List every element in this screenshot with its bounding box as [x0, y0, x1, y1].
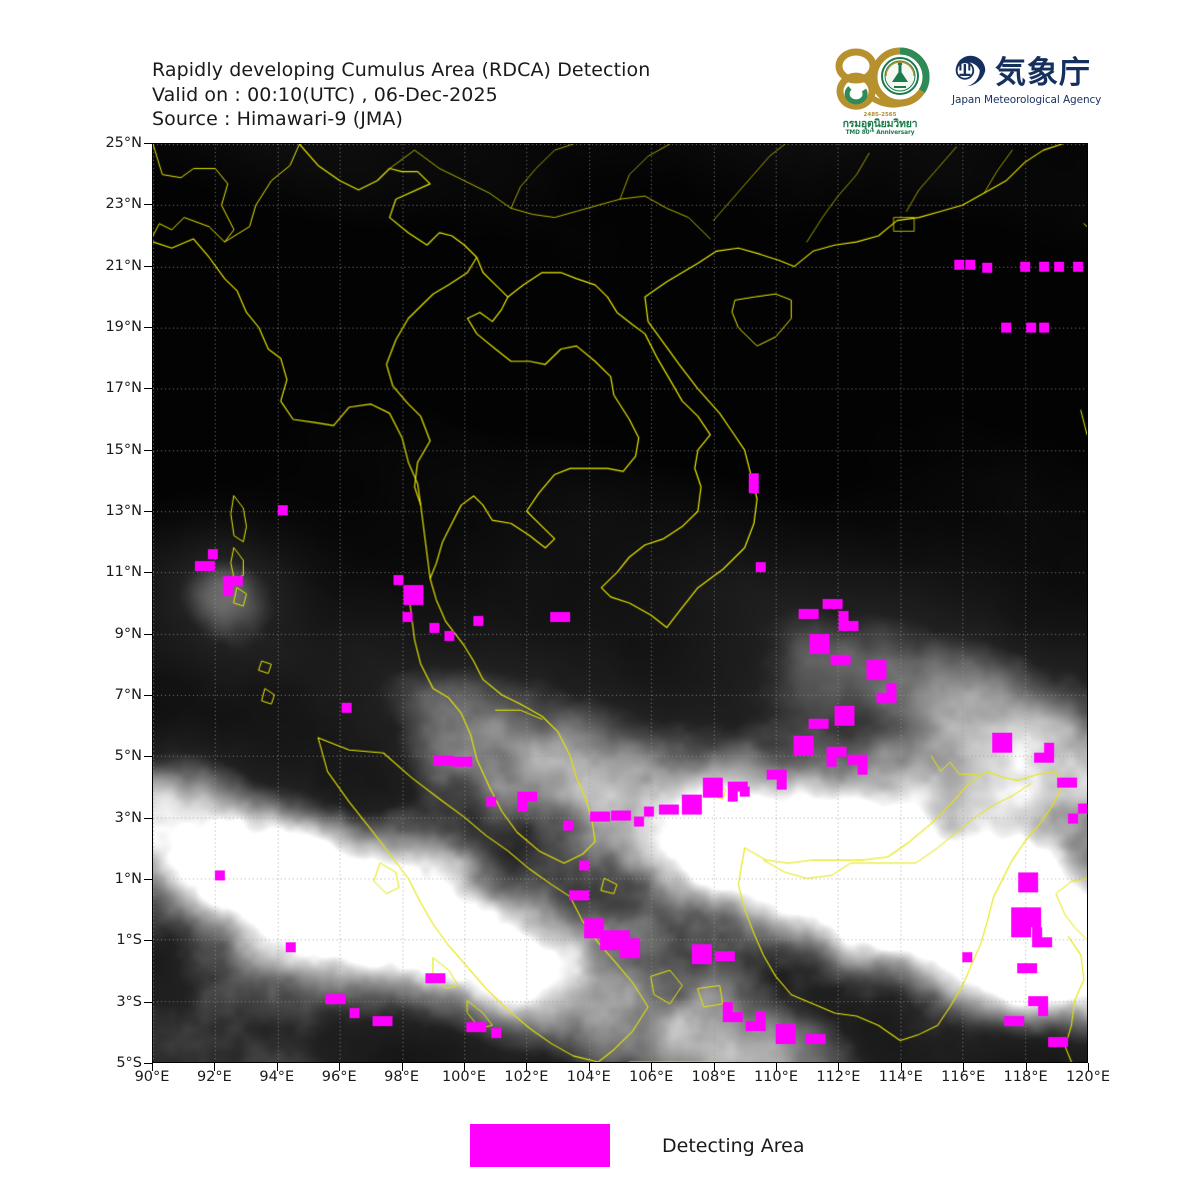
- x-axis-tick-label: 90°E: [134, 1069, 170, 1085]
- y-axis-tick-label: 1°N: [114, 871, 142, 887]
- y-axis-tick-label: 9°N: [114, 625, 142, 642]
- y-axis-tick-mark: [144, 940, 152, 942]
- x-axis-tick-mark: [1088, 1063, 1089, 1071]
- x-axis-tick-label: 98°E: [384, 1069, 420, 1085]
- jma-kanji-label: 気象庁: [995, 54, 1091, 91]
- x-axis-tick-label: 102°E: [504, 1069, 549, 1085]
- x-axis-tick-label: 104°E: [566, 1069, 611, 1085]
- x-axis-tick-label: 120°E: [1065, 1069, 1111, 1085]
- x-axis-tick-label: 112°E: [816, 1069, 861, 1085]
- y-axis-tick-mark: [144, 511, 152, 512]
- x-axis-tick-mark: [152, 1063, 153, 1071]
- x-axis-tick-label: 94°E: [259, 1069, 295, 1085]
- x-axis-tick-mark: [339, 1063, 341, 1071]
- header-text-block: Rapidly developing Cumulus Area (RDCA) D…: [152, 58, 792, 132]
- source-label: Source : Himawari-9 (JMA): [152, 108, 404, 130]
- y-axis-tick-mark: [144, 879, 152, 880]
- y-axis-tick-mark: [144, 633, 152, 635]
- y-axis-tick-label: 1°S: [116, 932, 142, 949]
- y-axis-tick-label: 21°N: [105, 257, 142, 274]
- y-axis-tick-label: 15°N: [105, 441, 142, 458]
- y-axis-tick-mark: [144, 265, 152, 267]
- y-axis-tick-label: 11°N: [105, 564, 142, 581]
- x-axis-tick-label: 92°E: [196, 1069, 232, 1085]
- x-axis-tick-label: 108°E: [691, 1069, 736, 1085]
- satellite-map-plot[interactable]: [152, 143, 1088, 1063]
- jma-emblem-icon: [952, 52, 989, 93]
- jma-logo-row: 気象庁: [952, 52, 1102, 93]
- y-axis-tick-mark: [144, 449, 152, 451]
- x-axis-tick-mark: [276, 1063, 278, 1071]
- y-axis-tick-mark: [144, 1001, 152, 1003]
- legend-color-swatch-detecting-area: [470, 1124, 610, 1167]
- legend: Detecting Area: [470, 1124, 805, 1167]
- page-title: Rapidly developing Cumulus Area (RDCA) D…: [152, 59, 651, 81]
- tmd-anniversary-label: TMD 80ᵗʰ Anniversary: [845, 130, 915, 136]
- x-axis-tick-mark: [776, 1063, 777, 1071]
- x-axis-tick-label: 114°E: [878, 1069, 923, 1085]
- tmd-80-emblem-icon: [824, 46, 936, 112]
- x-axis-tick-mark: [401, 1063, 403, 1071]
- y-axis-tick-mark: [144, 572, 152, 574]
- x-axis-tick-mark: [713, 1063, 715, 1071]
- y-axis-tick-mark: [144, 204, 152, 206]
- legend-label-detecting-area: Detecting Area: [662, 1134, 805, 1157]
- tmd-thai-name-label: กรมอุตุนิยมวิทยา: [842, 118, 918, 130]
- x-axis-tick-mark: [900, 1063, 902, 1071]
- y-axis-tick-mark: [144, 327, 152, 328]
- x-axis-tick-mark: [838, 1063, 840, 1071]
- y-axis-tick-label: 5°N: [114, 748, 142, 765]
- x-axis-tick-mark: [651, 1063, 653, 1071]
- y-axis-tick-mark: [144, 817, 152, 819]
- y-axis-tick-mark: [144, 1063, 152, 1064]
- x-axis-tick-label: 118°E: [1003, 1069, 1048, 1085]
- x-axis-tick-label: 116°E: [941, 1069, 986, 1085]
- satellite-imagery-canvas[interactable]: [153, 144, 1087, 1062]
- y-axis-tick-label: 23°N: [105, 196, 142, 213]
- y-axis-tick-mark: [144, 756, 152, 758]
- x-axis-tick-mark: [588, 1063, 590, 1071]
- tmd-80th-anniversary-logo: 2485-2565 กรมอุตุนิยมวิทยา TMD 80ᵗʰ Anni…: [824, 46, 936, 142]
- y-axis-tick-label: 13°N: [105, 503, 142, 519]
- y-axis-tick-label: 19°N: [105, 319, 142, 335]
- y-axis-tick-label: 25°N: [105, 135, 142, 151]
- japan-meteorological-agency-logo: 気象庁 Japan Meteorological Agency: [952, 46, 1102, 126]
- x-axis-tick-mark: [526, 1063, 528, 1071]
- y-axis-tick-mark: [144, 388, 152, 390]
- x-axis-tick-label: 106°E: [629, 1069, 674, 1085]
- x-axis-tick-label: 96°E: [321, 1069, 357, 1085]
- y-axis-tick-label: 5°S: [116, 1055, 142, 1071]
- tmd-years-label: 2485-2565: [863, 112, 897, 118]
- y-axis-tick-label: 17°N: [105, 380, 142, 397]
- y-axis-tick-label: 3°N: [114, 809, 142, 826]
- x-axis-tick-mark: [464, 1063, 465, 1071]
- x-axis-tick-mark: [963, 1063, 965, 1071]
- jma-english-label: Japan Meteorological Agency: [952, 94, 1102, 106]
- logo-row: 2485-2565 กรมอุตุนิยมวิทยา TMD 80ᵗʰ Anni…: [824, 46, 1102, 142]
- y-axis-tick-label: 7°N: [114, 687, 142, 703]
- y-axis-tick-label: 3°S: [116, 993, 142, 1010]
- x-axis-tick-mark: [214, 1063, 216, 1071]
- x-axis-tick-mark: [1025, 1063, 1027, 1071]
- y-axis-tick-mark: [144, 143, 152, 144]
- x-axis-tick-label: 110°E: [753, 1069, 799, 1085]
- y-axis-tick-mark: [144, 695, 152, 696]
- valid-time-label: Valid on : 00:10(UTC) , 06-Dec-2025: [152, 83, 498, 106]
- x-axis-tick-label: 100°E: [441, 1069, 487, 1085]
